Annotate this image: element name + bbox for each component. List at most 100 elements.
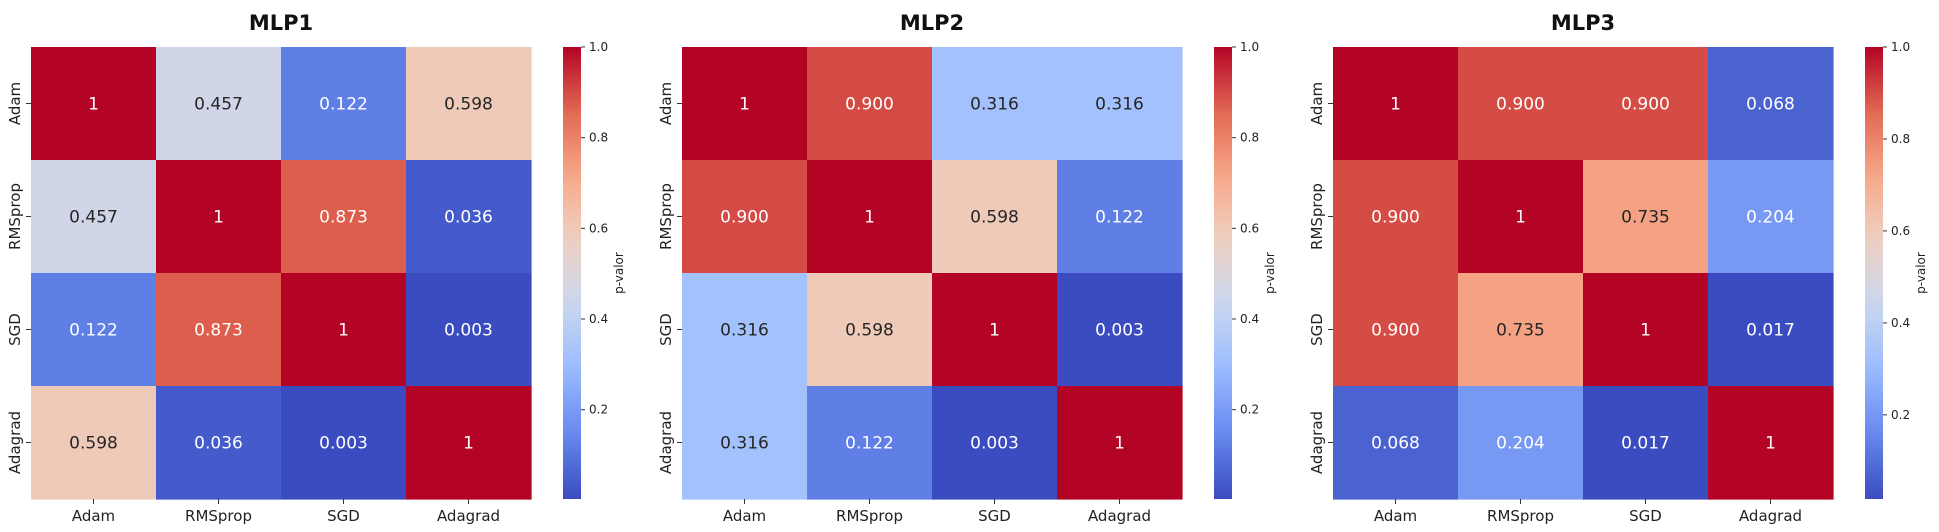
y-tick-label: Adagrad [657, 411, 675, 474]
chart-title: MLP3 [1551, 11, 1615, 35]
heatmap-cell [807, 386, 933, 500]
x-tick-label: Adam [1374, 507, 1417, 525]
y-tick-label: Adam [657, 82, 675, 125]
cell-value-label: 0.457 [69, 208, 118, 228]
colorbar [563, 47, 581, 499]
heatmap-cell [682, 47, 808, 161]
cell-value-label: 0.900 [1371, 321, 1420, 341]
cell-value-label: 0.017 [1621, 434, 1670, 454]
heatmap-cell [1708, 273, 1834, 387]
x-tick-label: SGD [1629, 507, 1662, 525]
cell-value-label: 0.036 [444, 208, 493, 228]
colorbar-tick-label: 0.6 [1891, 224, 1910, 238]
heatmap-panel-2: MLP2 1 0.900 0.316 0.316 0.900 1 0.598 0.122 0.31… [657, 11, 1277, 525]
heatmap-cell [1708, 47, 1834, 161]
colorbar-label: p-valor [1914, 252, 1928, 294]
heatmap-cell [1057, 47, 1183, 161]
y-tick-label: RMSprop [6, 183, 24, 250]
y-tick-label: SGD [6, 313, 24, 346]
colorbar-tick-label: 0.4 [589, 312, 608, 326]
cell-value-label: 0.900 [845, 95, 894, 115]
colorbar-tick-label: 0.2 [1240, 403, 1259, 417]
heatmap-cell [156, 273, 282, 387]
heatmap-cell [682, 273, 808, 387]
cell-value-label: 1 [739, 95, 750, 115]
heatmap-cell [1333, 386, 1459, 500]
cell-value-label: 0.122 [845, 434, 894, 454]
heatmap-cell [1057, 160, 1183, 274]
colorbar-label: p-valor [1263, 252, 1277, 294]
colorbar-tick-label: 0.2 [589, 403, 608, 417]
cell-value-label: 0.598 [69, 434, 118, 454]
heatmap-cell [1333, 273, 1459, 387]
cell-value-label: 0.204 [1746, 208, 1795, 228]
x-tick-label: Adagrad [1088, 507, 1151, 525]
colorbar-tick-label: 0.8 [589, 131, 608, 145]
colorbar-tick-label: 0.4 [1891, 316, 1910, 330]
heatmap-cell [1583, 47, 1709, 161]
heatmap-cell [31, 160, 157, 274]
heatmap-cell [31, 386, 157, 500]
y-tick-label: Adam [1308, 82, 1326, 125]
heatmap-cell [1458, 273, 1584, 387]
heatmap-cell [1708, 160, 1834, 274]
x-tick-label: SGD [978, 507, 1011, 525]
heatmap-cell [406, 47, 532, 161]
colorbar-tick-label: 0.8 [1891, 132, 1910, 146]
cell-value-label: 0.122 [319, 95, 368, 115]
heatmap-cell [1333, 47, 1459, 161]
y-tick-label: Adagrad [6, 411, 24, 474]
cell-value-label: 1 [1114, 434, 1125, 454]
cell-value-label: 1 [463, 434, 474, 454]
heatmap-cell [1333, 160, 1459, 274]
cell-value-label: 0.598 [970, 208, 1019, 228]
heatmap-cell [1458, 160, 1584, 274]
heatmap-cell [932, 273, 1058, 387]
heatmap-panel-3: MLP3 1 0.900 0.900 0.068 0.900 1 0.735 0.204 0.90… [1308, 11, 1928, 525]
heatmap-cell [31, 47, 157, 161]
cell-value-label: 0.598 [845, 321, 894, 341]
heatmap-cell [1458, 386, 1584, 500]
cell-value-label: 0.204 [1496, 434, 1545, 454]
cell-value-label: 0.316 [1095, 95, 1144, 115]
colorbar-tick-label: 0.8 [1240, 131, 1259, 145]
cell-value-label: 0.735 [1496, 321, 1545, 341]
heatmap-cell [281, 386, 407, 500]
cell-value-label: 0.598 [444, 95, 493, 115]
cell-value-label: 1 [1765, 434, 1776, 454]
cell-value-label: 0.873 [319, 208, 368, 228]
cell-value-label: 1 [1640, 321, 1651, 341]
y-tick-label: Adagrad [1308, 411, 1326, 474]
colorbar-tick-label: 1.0 [1240, 40, 1259, 54]
heatmap-cell [1583, 160, 1709, 274]
heatmap-cell [406, 386, 532, 500]
cell-value-label: 0.003 [970, 434, 1019, 454]
colorbar [1865, 47, 1883, 499]
x-tick-label: Adagrad [437, 507, 500, 525]
heatmap-cell [1057, 386, 1183, 500]
heatmap-cell [932, 160, 1058, 274]
colorbar-tick-label: 0.4 [1240, 312, 1259, 326]
heatmap-cell [807, 160, 933, 274]
cell-value-label: 0.735 [1621, 208, 1670, 228]
y-tick-label: Adam [6, 82, 24, 125]
cell-value-label: 1 [88, 95, 99, 115]
colorbar-tick-label: 0.6 [589, 221, 608, 235]
heatmap-cell [1583, 386, 1709, 500]
cell-value-label: 0.068 [1371, 434, 1420, 454]
cell-value-label: 1 [1390, 95, 1401, 115]
colorbar-tick-label: 0.2 [1891, 408, 1910, 422]
cell-value-label: 1 [338, 321, 349, 341]
cell-value-label: 0.900 [1496, 95, 1545, 115]
heatmap-cell [156, 386, 282, 500]
heatmap-cell [281, 273, 407, 387]
heatmap-cell [807, 47, 933, 161]
cell-value-label: 0.900 [1371, 208, 1420, 228]
colorbar-label: p-valor [612, 252, 626, 294]
x-tick-label: Adam [723, 507, 766, 525]
cell-value-label: 0.122 [69, 321, 118, 341]
cell-value-label: 1 [989, 321, 1000, 341]
heatmap-cell [406, 160, 532, 274]
cell-value-label: 0.316 [970, 95, 1019, 115]
heatmap-cell [1708, 386, 1834, 500]
